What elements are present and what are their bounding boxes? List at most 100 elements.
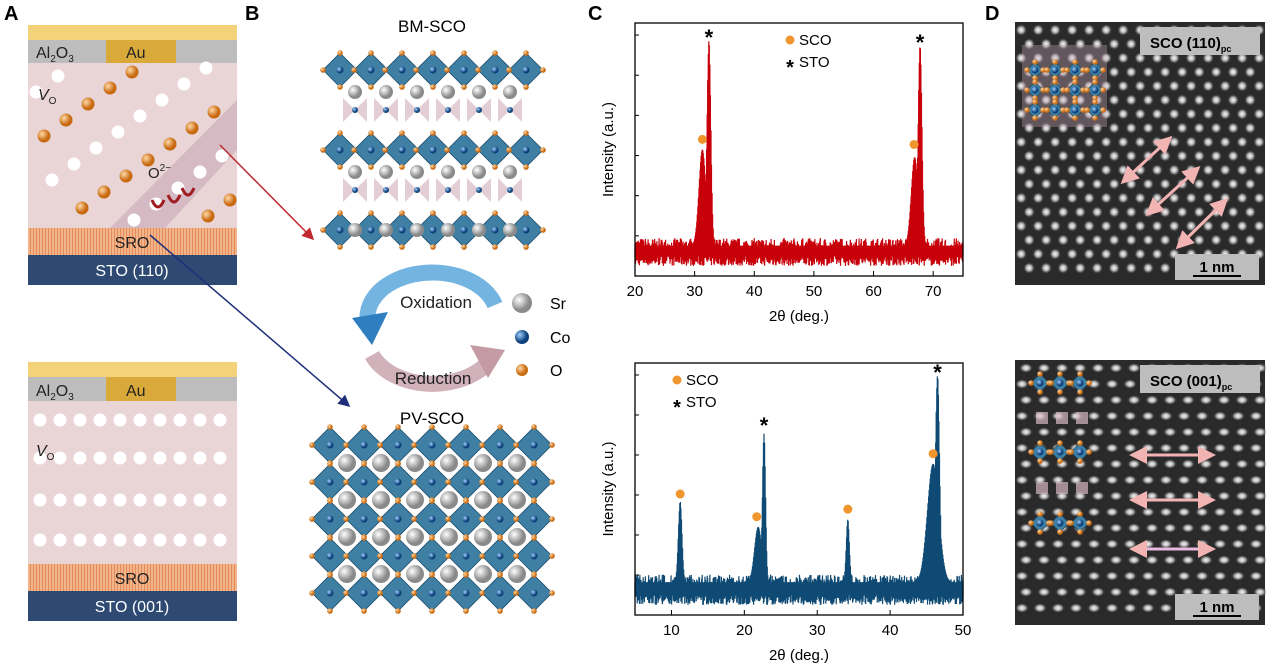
- atom-column: [1253, 395, 1267, 405]
- o-atom: [1100, 107, 1106, 113]
- o-atom: [399, 164, 405, 170]
- oxygen-ion: [125, 65, 139, 79]
- atom-column: [1032, 136, 1045, 148]
- atom-column: [1244, 150, 1257, 162]
- arrow-to-bm-sco: [219, 144, 315, 241]
- oxygen-ion: [81, 97, 95, 111]
- co-atom: [428, 515, 436, 523]
- atom-column: [1217, 459, 1231, 469]
- o-atom: [531, 608, 537, 614]
- co-atom: [360, 478, 368, 486]
- al2o3-layer: [28, 377, 106, 401]
- oxygen-vacancy: [45, 173, 59, 187]
- sr-atom: [472, 85, 486, 99]
- co-atom: [429, 226, 437, 234]
- atom-column: [1057, 38, 1070, 50]
- atom-column: [1015, 192, 1028, 204]
- o-atom: [523, 130, 529, 136]
- o-atom: [549, 442, 555, 448]
- atom-column: [1217, 523, 1231, 533]
- atom-column: [1163, 427, 1177, 437]
- atom-column: [1049, 52, 1062, 64]
- o-atom: [1040, 87, 1046, 93]
- atom-column: [1231, 411, 1245, 421]
- oxygen-ion: [201, 209, 215, 223]
- atom-column: [1123, 411, 1137, 421]
- atom-column: [1019, 363, 1033, 373]
- atom-column: [1105, 539, 1119, 549]
- sr-atom: [508, 491, 526, 509]
- o-atom: [1086, 380, 1092, 386]
- o-atom: [382, 147, 388, 153]
- atom-column: [1109, 555, 1123, 565]
- atom-column: [1185, 80, 1198, 92]
- co-atom: [429, 66, 437, 74]
- sto-peak-marker: *: [933, 360, 942, 385]
- co-atom: [414, 187, 420, 193]
- legend-sto-label: STO: [686, 394, 717, 411]
- oxygen-vacancy: [133, 109, 147, 123]
- o-atom: [461, 84, 467, 90]
- atom-column: [1253, 192, 1266, 204]
- oxygen-vacancy: [213, 493, 227, 507]
- oxygen-vacancy: [93, 533, 107, 547]
- atom-column: [1057, 94, 1070, 106]
- o-atom: [395, 498, 401, 504]
- atom-column: [1019, 395, 1033, 405]
- sr-atom: [410, 165, 424, 179]
- atom-column: [1123, 539, 1137, 549]
- oxygen-vacancy: [193, 413, 207, 427]
- atom-column: [1199, 427, 1213, 437]
- oxygen-vacancy: [113, 413, 127, 427]
- sr-atom: [503, 165, 517, 179]
- o-atom: [337, 210, 343, 216]
- o-atom: [377, 442, 383, 448]
- oxygen-vacancy: [153, 493, 167, 507]
- atom-column: [1109, 491, 1123, 501]
- atom-column: [1091, 587, 1105, 597]
- atom-column: [1181, 395, 1195, 405]
- o-atom: [327, 461, 333, 467]
- o-atom: [429, 608, 435, 614]
- oxygen-vacancy: [33, 493, 47, 507]
- atom-column: [1055, 555, 1069, 565]
- atom-column: [1049, 164, 1062, 176]
- panel-label-c: C: [588, 3, 602, 25]
- co-atom: [394, 441, 402, 449]
- co-atom: [1071, 106, 1079, 114]
- co-atom: [1091, 106, 1099, 114]
- atom-column: [1023, 150, 1036, 162]
- o-atom: [475, 67, 481, 73]
- atom-column: [1151, 164, 1164, 176]
- o-atom: [343, 442, 349, 448]
- atom-column: [1069, 571, 1083, 581]
- o-atom: [343, 516, 349, 522]
- atom-column: [1019, 587, 1033, 597]
- oxygen-vacancy: [173, 533, 187, 547]
- co-atom: [1071, 66, 1079, 74]
- atom-column: [1040, 234, 1053, 246]
- atom-column: [1049, 24, 1062, 36]
- atom-column: [1177, 411, 1191, 421]
- atom-column: [1236, 164, 1249, 176]
- atom-column: [1159, 234, 1172, 246]
- atom-column: [1176, 206, 1189, 218]
- atom-column: [1087, 603, 1101, 613]
- atom-column: [1176, 66, 1189, 78]
- panel-label-d: D: [985, 3, 999, 25]
- o-atom: [492, 210, 498, 216]
- o-atom: [1092, 99, 1098, 105]
- o-atom: [309, 479, 315, 485]
- atom-column: [1253, 220, 1266, 232]
- o-atom: [479, 553, 485, 559]
- o-atom: [327, 424, 333, 430]
- o-atom: [327, 498, 333, 504]
- atom-column: [1057, 234, 1070, 246]
- sco-peak-marker: [752, 512, 762, 522]
- atom-column: [1141, 603, 1155, 613]
- o-atom: [1032, 115, 1038, 121]
- atom-column: [1049, 192, 1062, 204]
- atom-column: [1249, 507, 1263, 517]
- atom-column: [1193, 122, 1206, 134]
- atom-column: [1100, 220, 1113, 232]
